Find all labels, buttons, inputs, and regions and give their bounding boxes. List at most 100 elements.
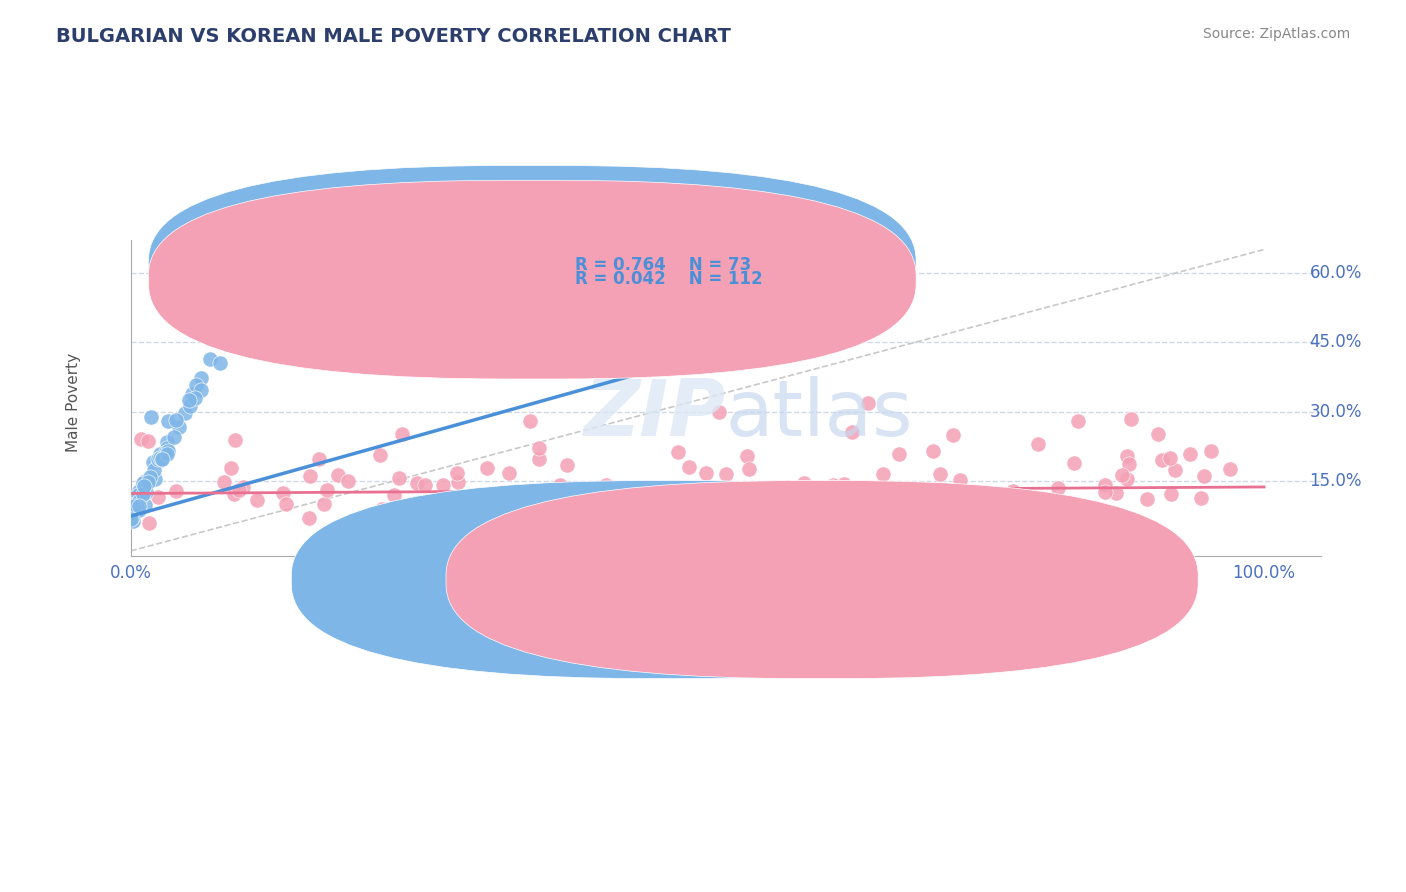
Point bbox=[1194, 468, 1216, 483]
Point bbox=[555, 458, 578, 472]
Point bbox=[928, 467, 950, 482]
Point bbox=[122, 499, 145, 513]
Point bbox=[156, 447, 179, 461]
Point bbox=[186, 378, 208, 392]
Point bbox=[134, 479, 156, 493]
Point bbox=[728, 488, 751, 502]
Point bbox=[496, 493, 519, 508]
Point bbox=[519, 414, 541, 428]
Point bbox=[138, 474, 160, 488]
Text: R = 0.764    N = 73: R = 0.764 N = 73 bbox=[575, 255, 751, 274]
Point bbox=[156, 434, 179, 449]
Point bbox=[475, 460, 498, 475]
Point bbox=[257, 249, 280, 263]
Text: Bulgarians: Bulgarians bbox=[693, 572, 775, 587]
Point bbox=[849, 484, 872, 499]
Point bbox=[222, 487, 245, 501]
Point bbox=[157, 414, 180, 428]
Point bbox=[238, 293, 260, 307]
Point bbox=[129, 487, 152, 501]
Point bbox=[1146, 426, 1168, 441]
FancyBboxPatch shape bbox=[291, 481, 1043, 679]
Point bbox=[1164, 463, 1187, 477]
Point bbox=[371, 502, 394, 516]
Point bbox=[122, 513, 145, 527]
Point bbox=[949, 474, 972, 488]
Point bbox=[820, 313, 842, 327]
Point bbox=[900, 493, 922, 508]
Point bbox=[1160, 450, 1182, 465]
Point bbox=[1002, 484, 1025, 499]
Point bbox=[135, 485, 157, 500]
Point bbox=[165, 483, 187, 498]
Point bbox=[273, 485, 295, 500]
Point bbox=[125, 500, 148, 514]
Point bbox=[132, 479, 155, 493]
Point bbox=[751, 491, 773, 506]
Point bbox=[128, 500, 150, 514]
Point bbox=[776, 480, 799, 494]
Point bbox=[803, 483, 825, 497]
Point bbox=[148, 454, 170, 468]
Point bbox=[752, 491, 775, 505]
Point bbox=[1119, 412, 1142, 426]
Point bbox=[136, 434, 159, 448]
Point bbox=[481, 522, 503, 536]
Point bbox=[228, 483, 250, 497]
Point bbox=[911, 506, 934, 520]
Point bbox=[837, 483, 859, 498]
Point bbox=[231, 301, 253, 315]
Point bbox=[314, 497, 336, 511]
Point bbox=[121, 514, 143, 528]
Point bbox=[837, 491, 859, 506]
Point bbox=[136, 475, 159, 489]
FancyBboxPatch shape bbox=[484, 252, 865, 293]
Point bbox=[219, 460, 242, 475]
Point bbox=[1067, 414, 1090, 428]
Point bbox=[1160, 487, 1182, 501]
Point bbox=[1150, 453, 1173, 467]
Point bbox=[184, 392, 207, 406]
Point bbox=[124, 497, 146, 511]
Point bbox=[1219, 462, 1241, 476]
FancyBboxPatch shape bbox=[149, 180, 917, 379]
Point bbox=[125, 500, 148, 514]
Point bbox=[1189, 491, 1212, 506]
Text: Male Poverty: Male Poverty bbox=[66, 353, 82, 452]
Text: 45.0%: 45.0% bbox=[1309, 334, 1362, 351]
Point bbox=[215, 334, 238, 348]
Point bbox=[190, 370, 212, 384]
Point bbox=[841, 425, 863, 440]
Point bbox=[165, 413, 187, 427]
Point bbox=[253, 257, 276, 271]
Text: R = 0.042    N = 112: R = 0.042 N = 112 bbox=[575, 270, 762, 288]
Point bbox=[150, 451, 173, 466]
Point bbox=[221, 310, 243, 325]
Point bbox=[737, 449, 759, 463]
Point bbox=[447, 475, 470, 490]
Point bbox=[498, 467, 520, 481]
Point bbox=[821, 477, 844, 491]
Point bbox=[893, 490, 915, 504]
Point bbox=[259, 257, 281, 271]
Point bbox=[122, 503, 145, 517]
Point bbox=[179, 399, 201, 413]
Point bbox=[761, 494, 783, 508]
Point bbox=[190, 383, 212, 397]
Point bbox=[128, 499, 150, 513]
Point bbox=[298, 510, 321, 524]
Point bbox=[986, 487, 1008, 501]
Point bbox=[224, 433, 246, 447]
Point bbox=[508, 516, 530, 530]
Point bbox=[131, 476, 153, 491]
Point bbox=[127, 488, 149, 502]
Point bbox=[595, 477, 617, 491]
Point bbox=[156, 441, 179, 455]
Point bbox=[232, 480, 254, 494]
Point bbox=[446, 466, 468, 480]
Text: Koreans: Koreans bbox=[848, 572, 910, 587]
Point bbox=[530, 491, 553, 506]
Point bbox=[942, 427, 965, 442]
Point bbox=[134, 498, 156, 512]
Point bbox=[793, 475, 815, 490]
